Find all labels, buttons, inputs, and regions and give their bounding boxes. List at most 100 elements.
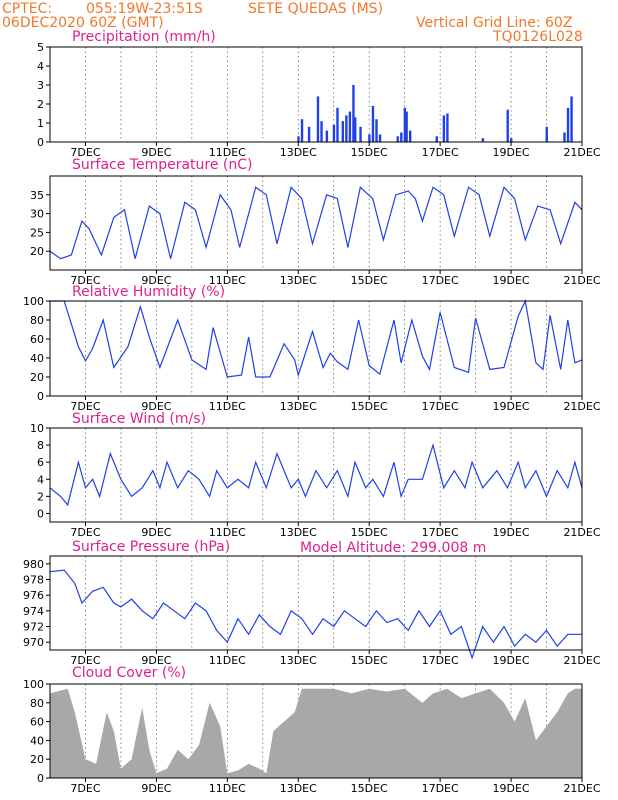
- panel-title: Cloud Cover (%): [72, 665, 186, 681]
- precip-bar: [570, 96, 573, 142]
- x-tick-label: 15DEC: [351, 654, 388, 667]
- precip-bar: [371, 105, 375, 142]
- precip-bar: [506, 109, 509, 142]
- plot-frame: [49, 175, 583, 271]
- y-tick-label: 20: [30, 753, 44, 766]
- y-tick-label: 6: [37, 456, 44, 469]
- x-tick-label: 11DEC: [209, 146, 246, 159]
- x-tick-label: 21DEC: [563, 782, 600, 795]
- y-tick-label: 0: [37, 507, 44, 520]
- header-model: TQ0126L028: [492, 29, 583, 45]
- x-tick-label: 17DEC: [422, 782, 459, 795]
- precip-bar: [325, 130, 329, 142]
- panel-5: Cloud Cover (%) 0 20 40 60 80 100 7DEC 9DEC 11DEC…: [23, 665, 601, 795]
- panel-title: Precipitation (mm/h): [72, 29, 216, 45]
- precip-bar: [336, 107, 339, 142]
- x-tick-label: 17DEC: [422, 400, 459, 413]
- x-tick-label: 9DEC: [141, 654, 171, 667]
- x-tick-label: 7DEC: [70, 274, 100, 287]
- y-tick-label: 80: [30, 314, 44, 327]
- y-tick-label: 974: [23, 605, 44, 618]
- x-tick-label: 7DEC: [70, 526, 100, 539]
- precip-bar: [400, 132, 403, 142]
- panel-title: Surface Wind (m/s): [72, 411, 206, 427]
- precip-bar: [378, 134, 382, 142]
- y-tick-label: 60: [30, 333, 44, 346]
- x-tick-label: 15DEC: [351, 274, 388, 287]
- y-tick-label: 20: [30, 245, 44, 258]
- y-tick-label: 30: [30, 208, 44, 221]
- x-tick-label: 7DEC: [70, 400, 100, 413]
- x-tick-label: 7DEC: [70, 146, 100, 159]
- panel-title: Relative Humidity (%): [72, 284, 225, 300]
- precip-bar: [345, 115, 348, 142]
- x-tick-label: 19DEC: [493, 654, 530, 667]
- y-tick-label: 60: [30, 716, 44, 729]
- x-tick-label: 7DEC: [70, 782, 100, 795]
- y-tick-label: 3: [37, 79, 44, 92]
- x-tick-label: 17DEC: [422, 654, 459, 667]
- x-tick-label: 21DEC: [563, 274, 600, 287]
- y-tick-label: 980: [23, 558, 44, 571]
- x-tick-label: 13DEC: [280, 146, 317, 159]
- x-tick-label: 9DEC: [141, 782, 171, 795]
- precip-bar: [359, 126, 362, 142]
- x-tick-label: 13DEC: [280, 526, 317, 539]
- plot-frame: [49, 555, 583, 651]
- panel-title: Surface Pressure (hPa): [72, 539, 230, 555]
- x-tick-label: 11DEC: [209, 782, 246, 795]
- y-tick-label: 20: [30, 371, 44, 384]
- x-tick-label: 15DEC: [351, 146, 388, 159]
- x-tick-label: 15DEC: [351, 782, 388, 795]
- precip-bar: [442, 115, 446, 142]
- plot-frame: [49, 46, 583, 143]
- precip-bar: [408, 130, 412, 142]
- x-tick-label: 11DEC: [209, 400, 246, 413]
- x-tick-label: 11DEC: [209, 274, 246, 287]
- y-tick-label: 5: [37, 41, 44, 54]
- header-grid-note: Vertical Grid Line: 60Z: [416, 15, 572, 31]
- precip-bar: [510, 138, 513, 142]
- x-tick-label: 17DEC: [422, 526, 459, 539]
- precip-bar: [341, 121, 344, 142]
- y-tick-label: 100: [23, 678, 44, 691]
- plot-frame: [49, 427, 583, 523]
- x-tick-label: 19DEC: [493, 526, 530, 539]
- x-tick-label: 15DEC: [351, 526, 388, 539]
- y-tick-label: 40: [30, 734, 44, 747]
- precip-bar: [566, 107, 570, 142]
- y-tick-label: 978: [23, 574, 44, 587]
- y-tick-label: 976: [23, 589, 44, 602]
- precip-bar: [316, 96, 320, 142]
- precip-bar: [307, 126, 311, 142]
- header-station: SETE QUEDAS (MS): [248, 1, 383, 17]
- precip-bar: [563, 132, 566, 142]
- x-tick-label: 9DEC: [141, 146, 171, 159]
- x-tick-label: 9DEC: [141, 400, 171, 413]
- precip-bar: [348, 111, 352, 142]
- y-tick-label: 4: [37, 473, 44, 486]
- precip-bar: [446, 113, 449, 142]
- x-tick-label: 13DEC: [280, 400, 317, 413]
- panel-4: Surface Pressure (hPa) 970 972 974 976 978 980…: [23, 539, 601, 667]
- y-tick-label: 4: [37, 60, 44, 73]
- x-tick-label: 7DEC: [70, 654, 100, 667]
- x-tick-label: 19DEC: [493, 782, 530, 795]
- y-tick-label: 40: [30, 352, 44, 365]
- model-altitude: Model Altitude: 299.008 m: [300, 540, 486, 556]
- y-tick-label: 0: [37, 136, 44, 149]
- y-tick-label: 10: [30, 422, 44, 435]
- x-tick-label: 21DEC: [563, 654, 600, 667]
- x-tick-label: 19DEC: [493, 274, 530, 287]
- x-tick-label: 17DEC: [422, 146, 459, 159]
- precip-bar: [368, 134, 371, 142]
- y-tick-label: 2: [37, 490, 44, 503]
- series-line: [49, 569, 582, 660]
- x-tick-label: 21DEC: [563, 400, 600, 413]
- y-tick-label: 972: [23, 621, 44, 634]
- header-coords: 055:19W-23:51S: [86, 1, 203, 17]
- x-tick-label: 9DEC: [141, 526, 171, 539]
- x-tick-label: 13DEC: [280, 782, 317, 795]
- y-tick-label: 2: [37, 98, 44, 111]
